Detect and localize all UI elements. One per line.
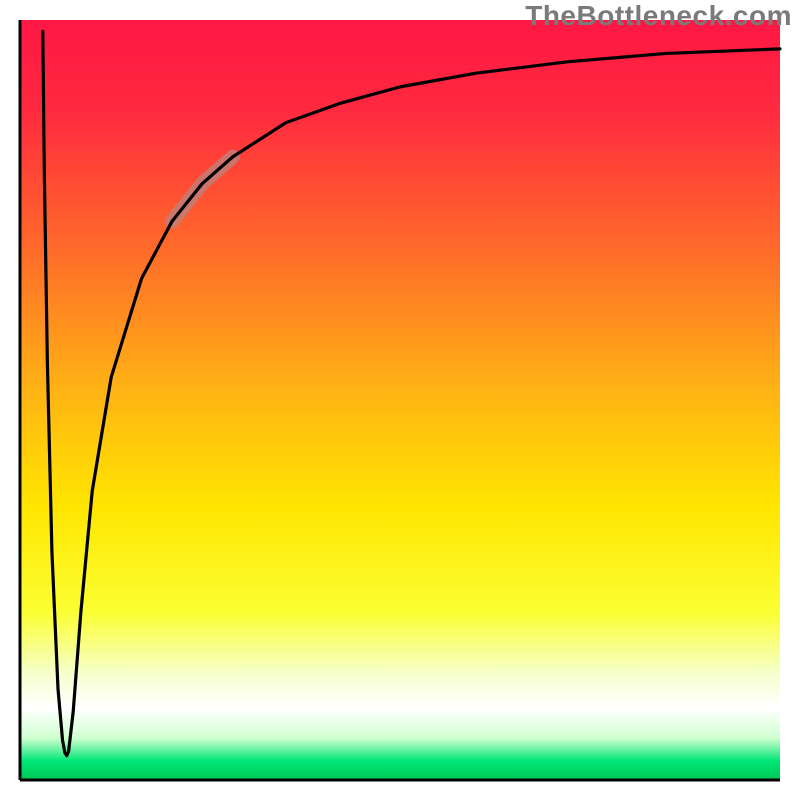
chart-container: TheBottleneck.com xyxy=(0,0,800,800)
watermark-text: TheBottleneck.com xyxy=(525,0,792,32)
plot-background xyxy=(20,20,780,780)
bottleneck-line-chart xyxy=(0,0,800,800)
